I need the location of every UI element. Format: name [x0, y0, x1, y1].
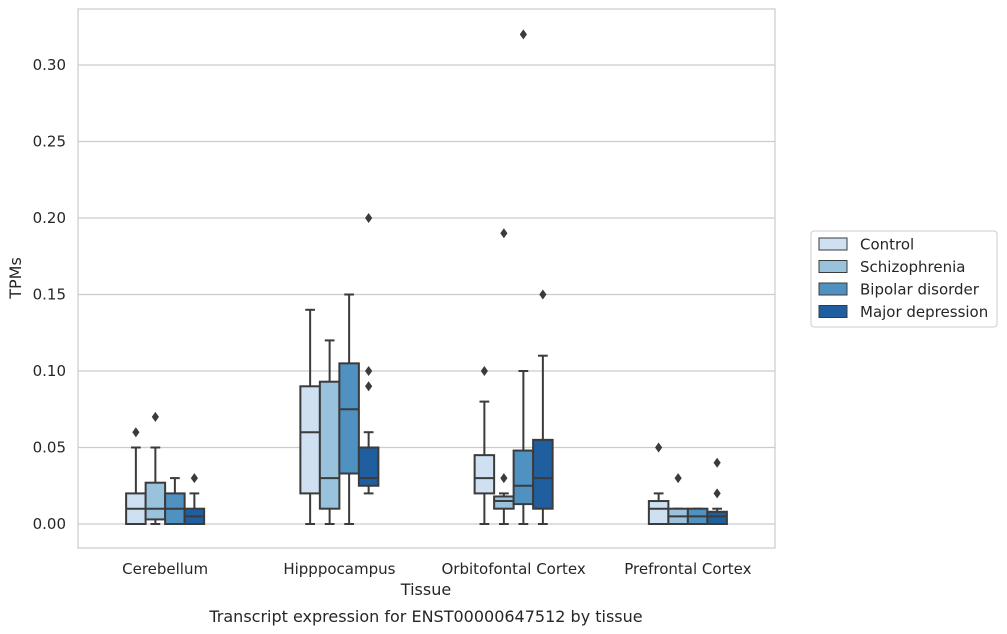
x-axis: Cerebellum Hipppocampus Orbitofontal Corte…	[122, 560, 751, 578]
legend-swatch	[818, 305, 848, 318]
y-tick-label: 0.00	[33, 515, 66, 533]
box	[647, 500, 670, 525]
box-outlier	[539, 289, 547, 300]
box-outlier	[655, 442, 663, 453]
box-outlier	[500, 473, 508, 484]
box-outlier	[713, 488, 721, 499]
x-tick-label: Prefrontal Cortex	[624, 560, 751, 578]
y-tick-label: 0.10	[33, 362, 66, 380]
y-axis: 0.00 0.05 0.10 0.15 0.20 0.25 0.30	[33, 56, 66, 533]
legend-frame	[810, 230, 998, 328]
y-tick-label: 0.25	[33, 133, 66, 151]
box	[144, 481, 167, 521]
legend-label: Major depression	[860, 303, 988, 321]
box	[318, 380, 341, 510]
box-outlier	[500, 228, 508, 239]
plot-frame	[77, 8, 776, 549]
box-outlier	[480, 366, 488, 376]
legend-swatch	[818, 260, 848, 273]
chart-title: Transcript expression for ENST0000064751…	[208, 607, 642, 626]
legend-swatch	[818, 282, 848, 296]
y-tick-label: 0.20	[33, 209, 66, 227]
box-outlier	[132, 427, 140, 438]
y-tick-label: 0.15	[33, 286, 66, 304]
box	[493, 495, 515, 510]
box-outlier	[674, 473, 682, 484]
legend: Control Schizophrenia Bipolar disorder Majo…	[810, 230, 998, 328]
y-tick-label: 0.30	[33, 56, 66, 74]
box-outlier	[713, 457, 721, 468]
x-tick-label: Orbitofontal Cortex	[442, 560, 586, 578]
legend-label: Control	[860, 236, 914, 254]
y-axis-label: TPMs	[6, 257, 25, 300]
x-tick-label: Cerebellum	[122, 560, 208, 578]
box-outlier	[365, 213, 373, 223]
box	[512, 449, 535, 506]
box-outlier	[151, 411, 159, 422]
box	[473, 454, 496, 495]
grid-lines	[78, 64, 775, 525]
boxes	[125, 29, 728, 526]
box-outlier	[365, 381, 373, 392]
box	[357, 446, 380, 487]
legend-label: Schizophrenia	[860, 258, 965, 276]
box-outlier	[519, 29, 527, 40]
legend-label: Bipolar disorder	[860, 281, 980, 299]
box	[299, 385, 321, 495]
box	[706, 510, 728, 526]
box	[532, 438, 554, 510]
legend-swatch	[818, 237, 848, 251]
box-outlier	[365, 366, 373, 376]
box-outlier	[190, 473, 198, 484]
x-axis-label: Tissue	[400, 580, 451, 599]
box	[338, 362, 360, 475]
x-tick-label: Hipppocampus	[283, 560, 395, 578]
y-tick-label: 0.05	[33, 439, 66, 457]
